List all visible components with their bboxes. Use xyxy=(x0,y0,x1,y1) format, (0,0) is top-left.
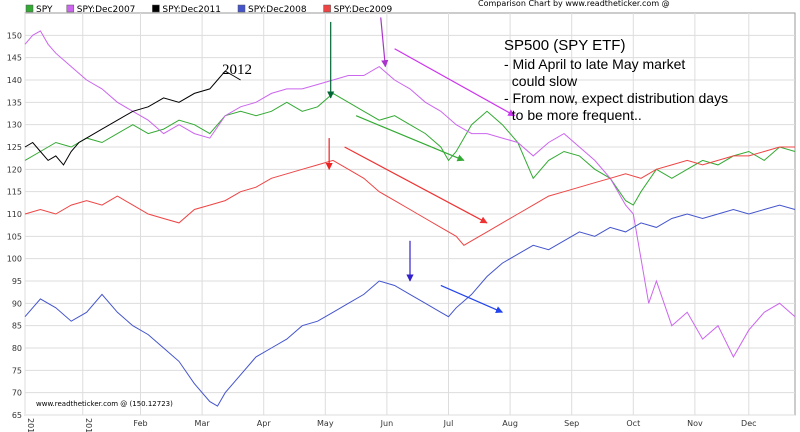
annotation-arrow xyxy=(394,48,516,117)
legend-item: SPY:Dec2007 xyxy=(66,4,136,15)
y-tick-label: 85 xyxy=(12,322,22,331)
series-line-3 xyxy=(24,204,796,407)
y-tick-label: 115 xyxy=(7,188,22,197)
y-tick-label: 80 xyxy=(12,344,22,353)
x-tick-label: Oct xyxy=(626,419,640,428)
x-tick-label: Sep xyxy=(564,419,579,428)
legend-label: SPY:Dec2011 xyxy=(162,5,221,15)
y-axis: 65 70 75 80 85 90 95 100 105 110 115 120 125 130 135 14… xyxy=(7,31,22,420)
series-group xyxy=(24,30,796,407)
footer-credit: www.readtheticker.com @ (150.12723) xyxy=(36,400,173,408)
y-tick-label: 105 xyxy=(7,232,22,241)
legend-item: SPY:Dec2011 xyxy=(152,4,221,15)
legend-swatch xyxy=(323,4,331,13)
y-tick-label: 90 xyxy=(12,299,22,308)
x-tick-label: Mar xyxy=(195,419,211,428)
annotation-arrows xyxy=(325,17,516,313)
x-tick-label: Jun xyxy=(380,419,394,428)
y-tick-label: 125 xyxy=(7,143,22,152)
x-tick-label: Nov xyxy=(687,419,703,428)
chart-header: Comparison Chart by www.readtheticker.co… xyxy=(478,0,670,8)
note-line-4: to be more frequent.. xyxy=(504,107,642,123)
annotation-arrow xyxy=(440,284,504,313)
legend-swatch xyxy=(25,4,34,13)
x-tick-label: Apr xyxy=(257,419,272,428)
annotation-arrow xyxy=(355,115,465,162)
x-tick-label: Jul xyxy=(443,419,454,428)
note-line-2: could slow xyxy=(504,73,578,89)
legend-label: SPY:Dec2009 xyxy=(334,5,393,15)
x-tick-label: 2010 xyxy=(26,418,35,432)
legend-swatch xyxy=(152,4,160,13)
legend: SPY SPY:Dec2007 SPY:Dec2011 SPY:Dec2008 SPY:… xyxy=(25,4,393,15)
annotation-arrow xyxy=(380,17,389,68)
y-tick-label: 100 xyxy=(7,255,22,264)
note-line-3: - From now, expect distribution days xyxy=(504,90,728,106)
series-line-4 xyxy=(24,146,795,246)
y-tick-label: 65 xyxy=(12,411,22,420)
x-axis: 2010 2011 Feb Mar Apr May Jun Jul Aug Sep Oct Nov De… xyxy=(26,418,757,432)
y-tick-label: 150 xyxy=(7,31,22,40)
series-line-2 xyxy=(24,70,241,166)
y-tick-label: 70 xyxy=(12,389,22,398)
legend-item: SPY xyxy=(25,4,53,15)
series-line-0 xyxy=(24,92,796,206)
x-tick-label: 2011 xyxy=(84,418,93,432)
y-tick-label: 120 xyxy=(7,165,22,174)
legend-label: SPY xyxy=(36,5,53,15)
note-title: SP500 (SPY ETF) xyxy=(504,37,625,54)
x-tick-label: Feb xyxy=(133,419,147,428)
note-line-1: - Mid April to late May market xyxy=(504,56,685,72)
x-tick-label: Aug xyxy=(502,419,518,428)
y-tick-label: 95 xyxy=(12,277,22,286)
legend-swatch xyxy=(237,4,246,13)
legend-label: SPY:Dec2007 xyxy=(77,5,136,15)
legend-item: SPY:Dec2008 xyxy=(237,4,307,15)
y-tick-label: 75 xyxy=(12,366,22,375)
legend-item: SPY:Dec2009 xyxy=(323,4,393,15)
year-label: 2012 xyxy=(222,62,252,78)
y-tick-label: 140 xyxy=(7,76,22,85)
y-tick-label: 110 xyxy=(7,210,22,219)
y-tick-label: 130 xyxy=(7,121,22,130)
legend-swatch xyxy=(66,4,75,13)
legend-label: SPY:Dec2008 xyxy=(248,5,307,15)
annotation-arrow xyxy=(344,146,488,224)
x-tick-label: Dec xyxy=(741,419,756,428)
y-tick-label: 145 xyxy=(7,54,22,63)
x-tick-label: May xyxy=(317,419,334,428)
y-tick-label: 135 xyxy=(7,98,22,107)
